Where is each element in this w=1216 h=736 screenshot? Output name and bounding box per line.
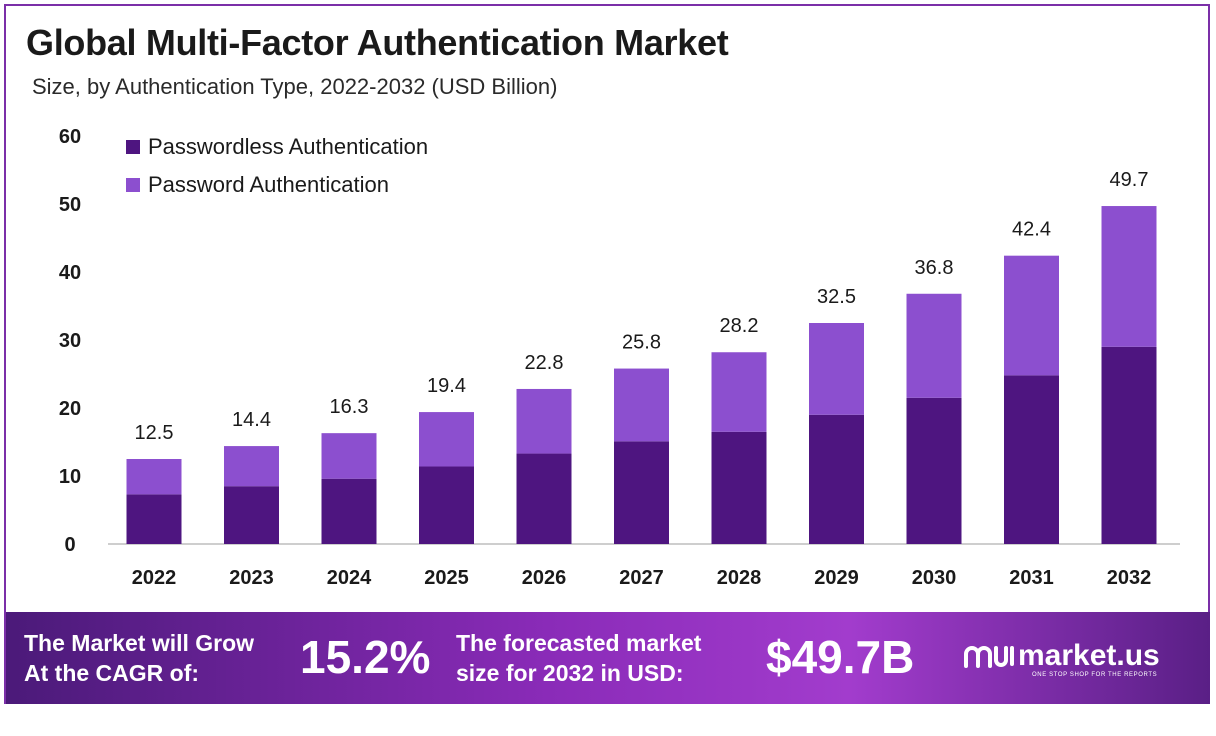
footer-banner: The Market will Grow At the CAGR of: 15.… [6,612,1210,704]
data-label: 36.8 [915,257,954,279]
bar-segment-password [224,446,279,487]
legend-label-password: Password Authentication [148,172,389,197]
bar-segment-passwordless [516,453,572,544]
market-us-logo-icon [964,646,1014,668]
y-tick-label: 30 [59,330,81,352]
x-tick-label: 2027 [619,567,664,589]
cagr-label: The Market will Grow At the CAGR of: [24,628,254,688]
y-tick-label: 0 [64,534,75,556]
x-tick-label: 2030 [912,567,957,589]
data-label: 16.3 [330,396,369,418]
bar-segment-password [321,433,377,479]
bar-segment-password [614,368,669,442]
forecast-label-line1: The forecasted market [456,630,702,656]
bar-segment-passwordless [906,397,962,544]
legend-swatch-passwordless [126,140,140,154]
data-label: 49.7 [1110,169,1149,191]
market-us-logo: market.us ONE STOP SHOP FOR THE REPORTS [962,639,1160,678]
cagr-label-line1: The Market will Grow [24,630,255,656]
y-tick-label: 40 [59,262,81,284]
legend: Passwordless Authentication Password Aut… [126,128,428,204]
forecast-label-line2: size for 2032 in USD: [456,660,684,686]
bar-segment-password [1101,206,1157,347]
x-tick-label: 2024 [327,567,372,589]
x-tick-label: 2028 [717,567,762,589]
data-label: 19.4 [427,375,466,397]
data-label: 42.4 [1012,219,1051,241]
forecast-value: $49.7B [766,631,915,683]
data-label: 12.5 [135,422,174,444]
data-label: 32.5 [817,286,856,308]
bar-segment-password [516,388,572,454]
data-label: 28.2 [720,315,759,337]
bar-chart: 010203040506012.5202214.4202316.3202419.… [59,126,1180,589]
legend-label-passwordless: Passwordless Authentication [148,134,429,159]
data-label: 14.4 [232,409,271,431]
x-tick-label: 2031 [1009,567,1054,589]
bar-segment-password [419,412,474,467]
cagr-label-line2: At the CAGR of: [24,660,200,686]
chart-title: Global Multi-Factor Authentication Marke… [26,22,729,63]
market-us-logo-text: market.us [1018,639,1160,672]
x-tick-label: 2029 [814,567,859,589]
x-tick-label: 2026 [522,567,567,589]
x-tick-label: 2022 [132,567,177,589]
data-label: 22.8 [525,352,564,374]
market-us-logo-tagline: ONE STOP SHOP FOR THE REPORTS [1032,672,1158,678]
bar-segment-passwordless [321,478,377,544]
legend-item-password: Password Authentication [126,166,428,204]
x-tick-label: 2023 [229,567,274,589]
cagr-value: 15.2% [300,631,431,683]
bar-segment-password [906,293,962,398]
bar-segment-passwordless [224,486,279,544]
bar-segment-password [1004,255,1059,376]
legend-swatch-password [126,178,140,192]
data-label: 25.8 [622,332,661,354]
bar-segment-password [126,459,182,495]
bar-segment-password [809,323,864,415]
y-tick-label: 60 [59,126,81,148]
bar-segment-passwordless [126,494,182,544]
bar-segment-passwordless [711,431,767,544]
bar-segment-passwordless [419,466,474,544]
y-tick-label: 10 [59,466,81,488]
y-tick-label: 20 [59,398,81,420]
x-tick-label: 2025 [424,567,469,589]
forecast-label: The forecasted market size for 2032 in U… [456,628,701,688]
chart-subtitle: Size, by Authentication Type, 2022-2032 … [32,74,558,99]
bar-segment-passwordless [1101,346,1157,544]
bar-segment-password [711,352,767,432]
bar-segment-passwordless [614,441,669,544]
y-tick-label: 50 [59,194,81,216]
x-tick-label: 2032 [1107,567,1152,589]
bar-segment-passwordless [1004,375,1059,544]
bar-segment-passwordless [809,414,864,544]
legend-item-passwordless: Passwordless Authentication [126,128,428,166]
